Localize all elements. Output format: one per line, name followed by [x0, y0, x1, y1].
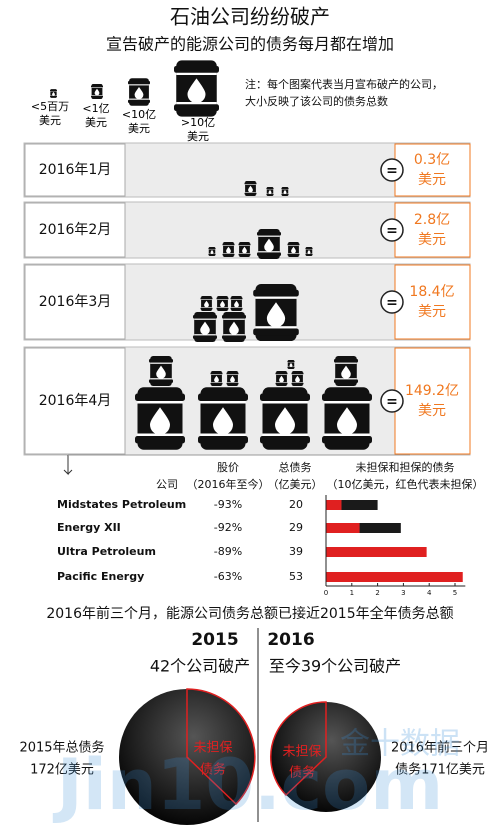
month-label: 2016年2月 — [39, 222, 112, 238]
wedge-label: 未担保 — [282, 745, 321, 760]
equals-sign: = — [386, 223, 398, 239]
equals-circle — [380, 290, 404, 314]
total-debt: 20 — [289, 498, 303, 511]
value-box — [394, 202, 471, 258]
year: 2016 — [267, 630, 314, 650]
row-label-box — [24, 347, 126, 455]
equals-sign: = — [386, 295, 398, 311]
month-value: 18.4亿 — [409, 284, 454, 300]
company: Midstates Petroleum — [57, 498, 186, 511]
legend-label: >10亿美元 — [180, 116, 216, 143]
x-tick-label: 4 — [427, 589, 432, 597]
arrow — [63, 455, 73, 476]
stock-change: -93% — [214, 498, 242, 511]
row-label-box — [24, 143, 126, 197]
year: 2015 — [191, 630, 238, 650]
legend-label: <5百万美元 — [30, 100, 70, 127]
equals-sign: = — [386, 163, 398, 179]
value-box — [394, 143, 471, 197]
pie-label: 172亿美元 — [30, 763, 94, 778]
stock-change: -63% — [214, 570, 242, 583]
count: 至今39个公司破产 — [269, 657, 401, 676]
month-value: 0.3亿 — [414, 152, 450, 168]
subtitle: 宣告破产的能源公司的债务每月都在增加 — [106, 35, 394, 54]
table-header: （2016年至今） — [187, 477, 270, 491]
table-header: 股价 — [217, 461, 239, 474]
month-value: 2.8亿 — [414, 212, 450, 228]
pie-label: 2016年前三个月 — [391, 740, 489, 756]
legend-label: <1亿美元 — [82, 102, 110, 129]
equals-circle — [380, 218, 404, 242]
row-label-box — [24, 264, 126, 340]
value-box — [394, 264, 471, 340]
total-debt: 29 — [289, 521, 303, 534]
stock-change: -92% — [214, 521, 242, 534]
month-value: 149.2亿 — [405, 383, 459, 399]
company: Energy XII — [57, 521, 121, 534]
note: 注：每个图案代表当月宣布破产的公司， — [245, 77, 443, 91]
month-unit: 美元 — [418, 403, 446, 419]
pie-wedge — [270, 701, 327, 797]
month-label: 2016年4月 — [39, 393, 112, 409]
watermark: 金十数据 — [340, 727, 460, 762]
legend-label: <10亿美元 — [121, 108, 157, 135]
month-unit: 美元 — [418, 232, 446, 248]
total-debt: 53 — [289, 570, 303, 583]
equals-sign: = — [386, 394, 398, 410]
company: Pacific Energy — [57, 570, 144, 583]
legend-text: <10亿美元 — [121, 108, 157, 135]
company: Ultra Petroleum — [57, 545, 156, 558]
watermark: Jin10.com — [53, 744, 443, 826]
pie-wedge — [186, 688, 256, 806]
x-tick-label: 5 — [453, 589, 457, 597]
x-tick-label: 2 — [375, 589, 379, 597]
total-debt: 39 — [289, 545, 303, 558]
month-label: 2016年1月 — [39, 162, 112, 178]
bar-segment — [326, 523, 360, 533]
x-tick-label: 0 — [324, 589, 328, 597]
legend-text: <1亿美元 — [82, 102, 110, 129]
legend-text: <5百万美元 — [30, 100, 70, 127]
pie-label: 债务171亿美元 — [395, 762, 485, 778]
stock-change: -89% — [214, 545, 242, 558]
title: 石油公司纷纷破产 — [170, 5, 330, 29]
x-tick-label: 1 — [350, 589, 354, 597]
legend-text: >10亿美元 — [180, 116, 216, 143]
pie-label: 2015年总债务 — [19, 740, 104, 756]
count: 42个公司破产 — [150, 657, 250, 676]
bar-segment — [326, 547, 427, 557]
row-label-box — [24, 202, 126, 258]
bar-segment — [341, 500, 378, 510]
bar-segment — [359, 523, 401, 533]
bar-segment — [326, 572, 463, 582]
table-header: 公司 — [156, 478, 178, 491]
wedge-label: 债务 — [200, 762, 226, 778]
summary: 2016年前三个月，能源公司债务总额已接近2015年全年债务总额 — [46, 605, 453, 622]
equals-circle — [380, 158, 404, 182]
note: 大小反映了该公司的债务总数 — [245, 94, 388, 108]
table-header: 未担保和担保的债务 — [356, 460, 455, 474]
table-header: 总债务 — [279, 460, 312, 474]
wedge-label: 债务 — [289, 765, 315, 781]
x-tick-label: 3 — [401, 589, 405, 597]
month-unit: 美元 — [418, 304, 446, 320]
table-header: （亿美元） — [268, 478, 323, 491]
wedge-label: 未担保 — [193, 741, 232, 756]
month-label: 2016年3月 — [39, 294, 112, 310]
equals-circle — [380, 389, 404, 413]
value-box — [394, 347, 471, 455]
bar-segment — [326, 500, 342, 510]
table-header: （10亿美元，红色代表未担保） — [327, 477, 484, 491]
month-unit: 美元 — [418, 172, 446, 188]
